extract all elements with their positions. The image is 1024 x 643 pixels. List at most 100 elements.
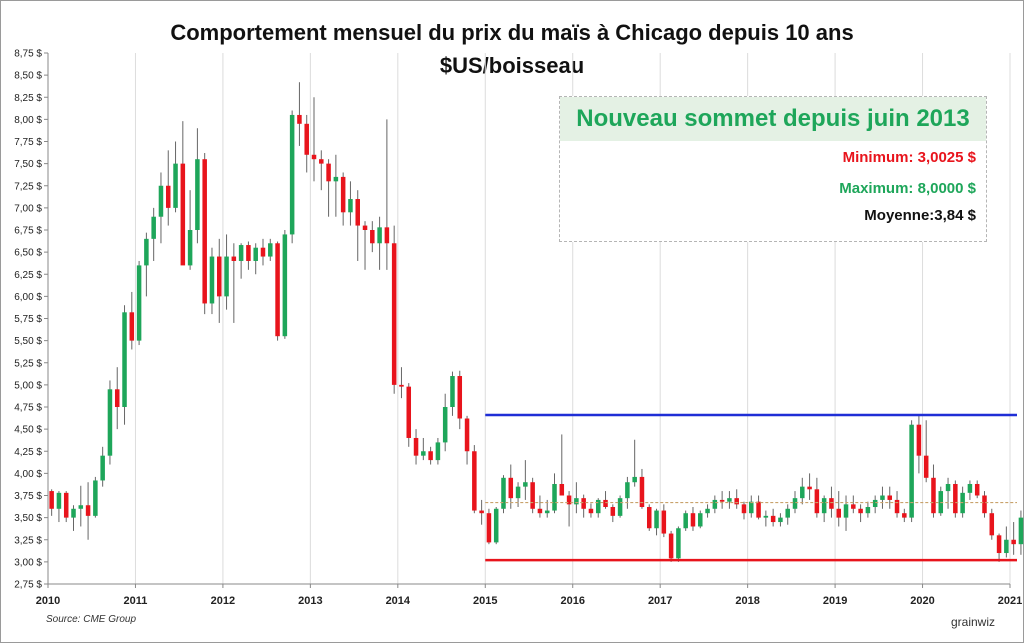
y-tick-label: 7,00 $ <box>14 203 42 214</box>
y-tick-label: 8,25 $ <box>14 93 42 104</box>
candle-up <box>78 505 84 509</box>
y-tick-label: 7,75 $ <box>14 137 42 148</box>
y-tick-label: 4,75 $ <box>14 403 42 414</box>
candle-down <box>63 492 69 518</box>
candle-up <box>544 510 550 514</box>
candle-up <box>195 159 200 230</box>
candle-up <box>880 495 885 500</box>
candle-down <box>246 245 251 261</box>
y-axis-ticks: 2,75 $ 3,00 $ 3,25 $ 3,50 $ 3,75 $ 4,00 $ 4,25… <box>14 49 48 591</box>
candle-down <box>851 504 856 509</box>
candle-up <box>552 483 557 511</box>
candle-down <box>530 482 535 509</box>
candle-down <box>887 495 893 500</box>
y-tick-label: 5,75 $ <box>14 314 42 325</box>
candle-up <box>778 517 783 523</box>
candle-up <box>158 185 164 217</box>
candle-up <box>727 498 732 502</box>
candle-down <box>807 486 812 490</box>
candle-up <box>698 513 703 527</box>
candle-down <box>902 513 907 518</box>
x-tick-label: 2010 <box>36 595 60 607</box>
candle-up <box>151 216 156 239</box>
candle-down <box>231 256 237 261</box>
candle-up <box>122 312 127 407</box>
candle-down <box>391 243 397 385</box>
candle-down <box>355 199 360 226</box>
candle-up <box>93 480 98 516</box>
source-note: Source: CME Group <box>46 614 137 625</box>
candle-up <box>377 227 382 244</box>
candle-down <box>996 535 1002 554</box>
candle-up <box>187 230 193 266</box>
candle-up <box>348 199 353 213</box>
candle-up <box>843 504 849 518</box>
y-tick-label: 8,75 $ <box>14 49 42 60</box>
candle-down <box>180 163 186 266</box>
y-tick-label: 3,00 $ <box>14 557 42 568</box>
candle-down <box>566 495 572 505</box>
x-tick-label: 2011 <box>124 595 148 607</box>
y-tick-label: 6,75 $ <box>14 226 42 237</box>
candle-up <box>785 508 790 518</box>
candle-down <box>916 424 922 456</box>
candle-down <box>399 384 404 387</box>
candle-up <box>909 424 914 518</box>
candle-down <box>858 508 863 514</box>
candle-down <box>406 386 412 438</box>
candle-up <box>792 498 798 509</box>
candle-down <box>829 498 834 509</box>
candle-up <box>442 407 448 443</box>
candle-up <box>617 498 623 516</box>
y-tick-label: 2,75 $ <box>14 580 42 591</box>
candle-down <box>537 508 543 514</box>
x-tick-label: 2018 <box>735 595 759 607</box>
candle-up <box>421 451 426 456</box>
candle-down <box>165 185 171 208</box>
title-line-2: $US/boisseau <box>439 53 585 78</box>
candle-up <box>493 508 499 543</box>
candle-up <box>872 499 878 508</box>
reference-lines <box>485 413 1017 562</box>
candle-up <box>282 234 288 337</box>
y-tick-label: 3,25 $ <box>14 535 42 546</box>
candle-up <box>144 238 149 266</box>
candle-up <box>763 515 769 518</box>
candle-up <box>523 482 528 487</box>
candle-down <box>639 476 645 508</box>
candle-down <box>931 477 936 514</box>
x-tick-label: 2020 <box>910 595 934 607</box>
candle-down <box>362 225 368 230</box>
candle-down <box>1011 539 1016 545</box>
minimum-label: Minimum: 3,0025 $ <box>842 149 976 166</box>
y-tick-label: 6,00 $ <box>14 292 42 303</box>
candle-up <box>173 163 178 208</box>
candle-down <box>814 489 820 514</box>
x-tick-label: 2012 <box>211 595 235 607</box>
candle-down <box>340 176 346 213</box>
candle-down <box>370 230 375 244</box>
candle-down <box>304 123 309 155</box>
candle-up <box>632 476 637 483</box>
x-tick-label: 2015 <box>473 595 497 607</box>
candle-up <box>71 508 76 518</box>
candle-down <box>85 505 91 516</box>
candle-up <box>515 486 521 499</box>
candle-down <box>756 501 761 518</box>
candle-down <box>275 243 280 337</box>
y-tick-label: 3,75 $ <box>14 491 42 502</box>
headline: Nouveau sommet depuis juin 2013 <box>560 97 986 141</box>
candle-up <box>865 507 871 514</box>
candle-up <box>945 483 951 492</box>
y-tick-label: 4,50 $ <box>14 425 42 436</box>
y-tick-label: 3,50 $ <box>14 513 42 524</box>
y-tick-label: 5,50 $ <box>14 336 42 347</box>
candle-up <box>435 442 441 461</box>
candle-up <box>800 486 805 499</box>
candle-down <box>661 510 667 534</box>
candle-down <box>646 507 652 529</box>
candle-down <box>508 477 514 499</box>
candle-up <box>712 499 718 509</box>
candle-down <box>457 376 463 419</box>
candle-down <box>581 498 586 509</box>
